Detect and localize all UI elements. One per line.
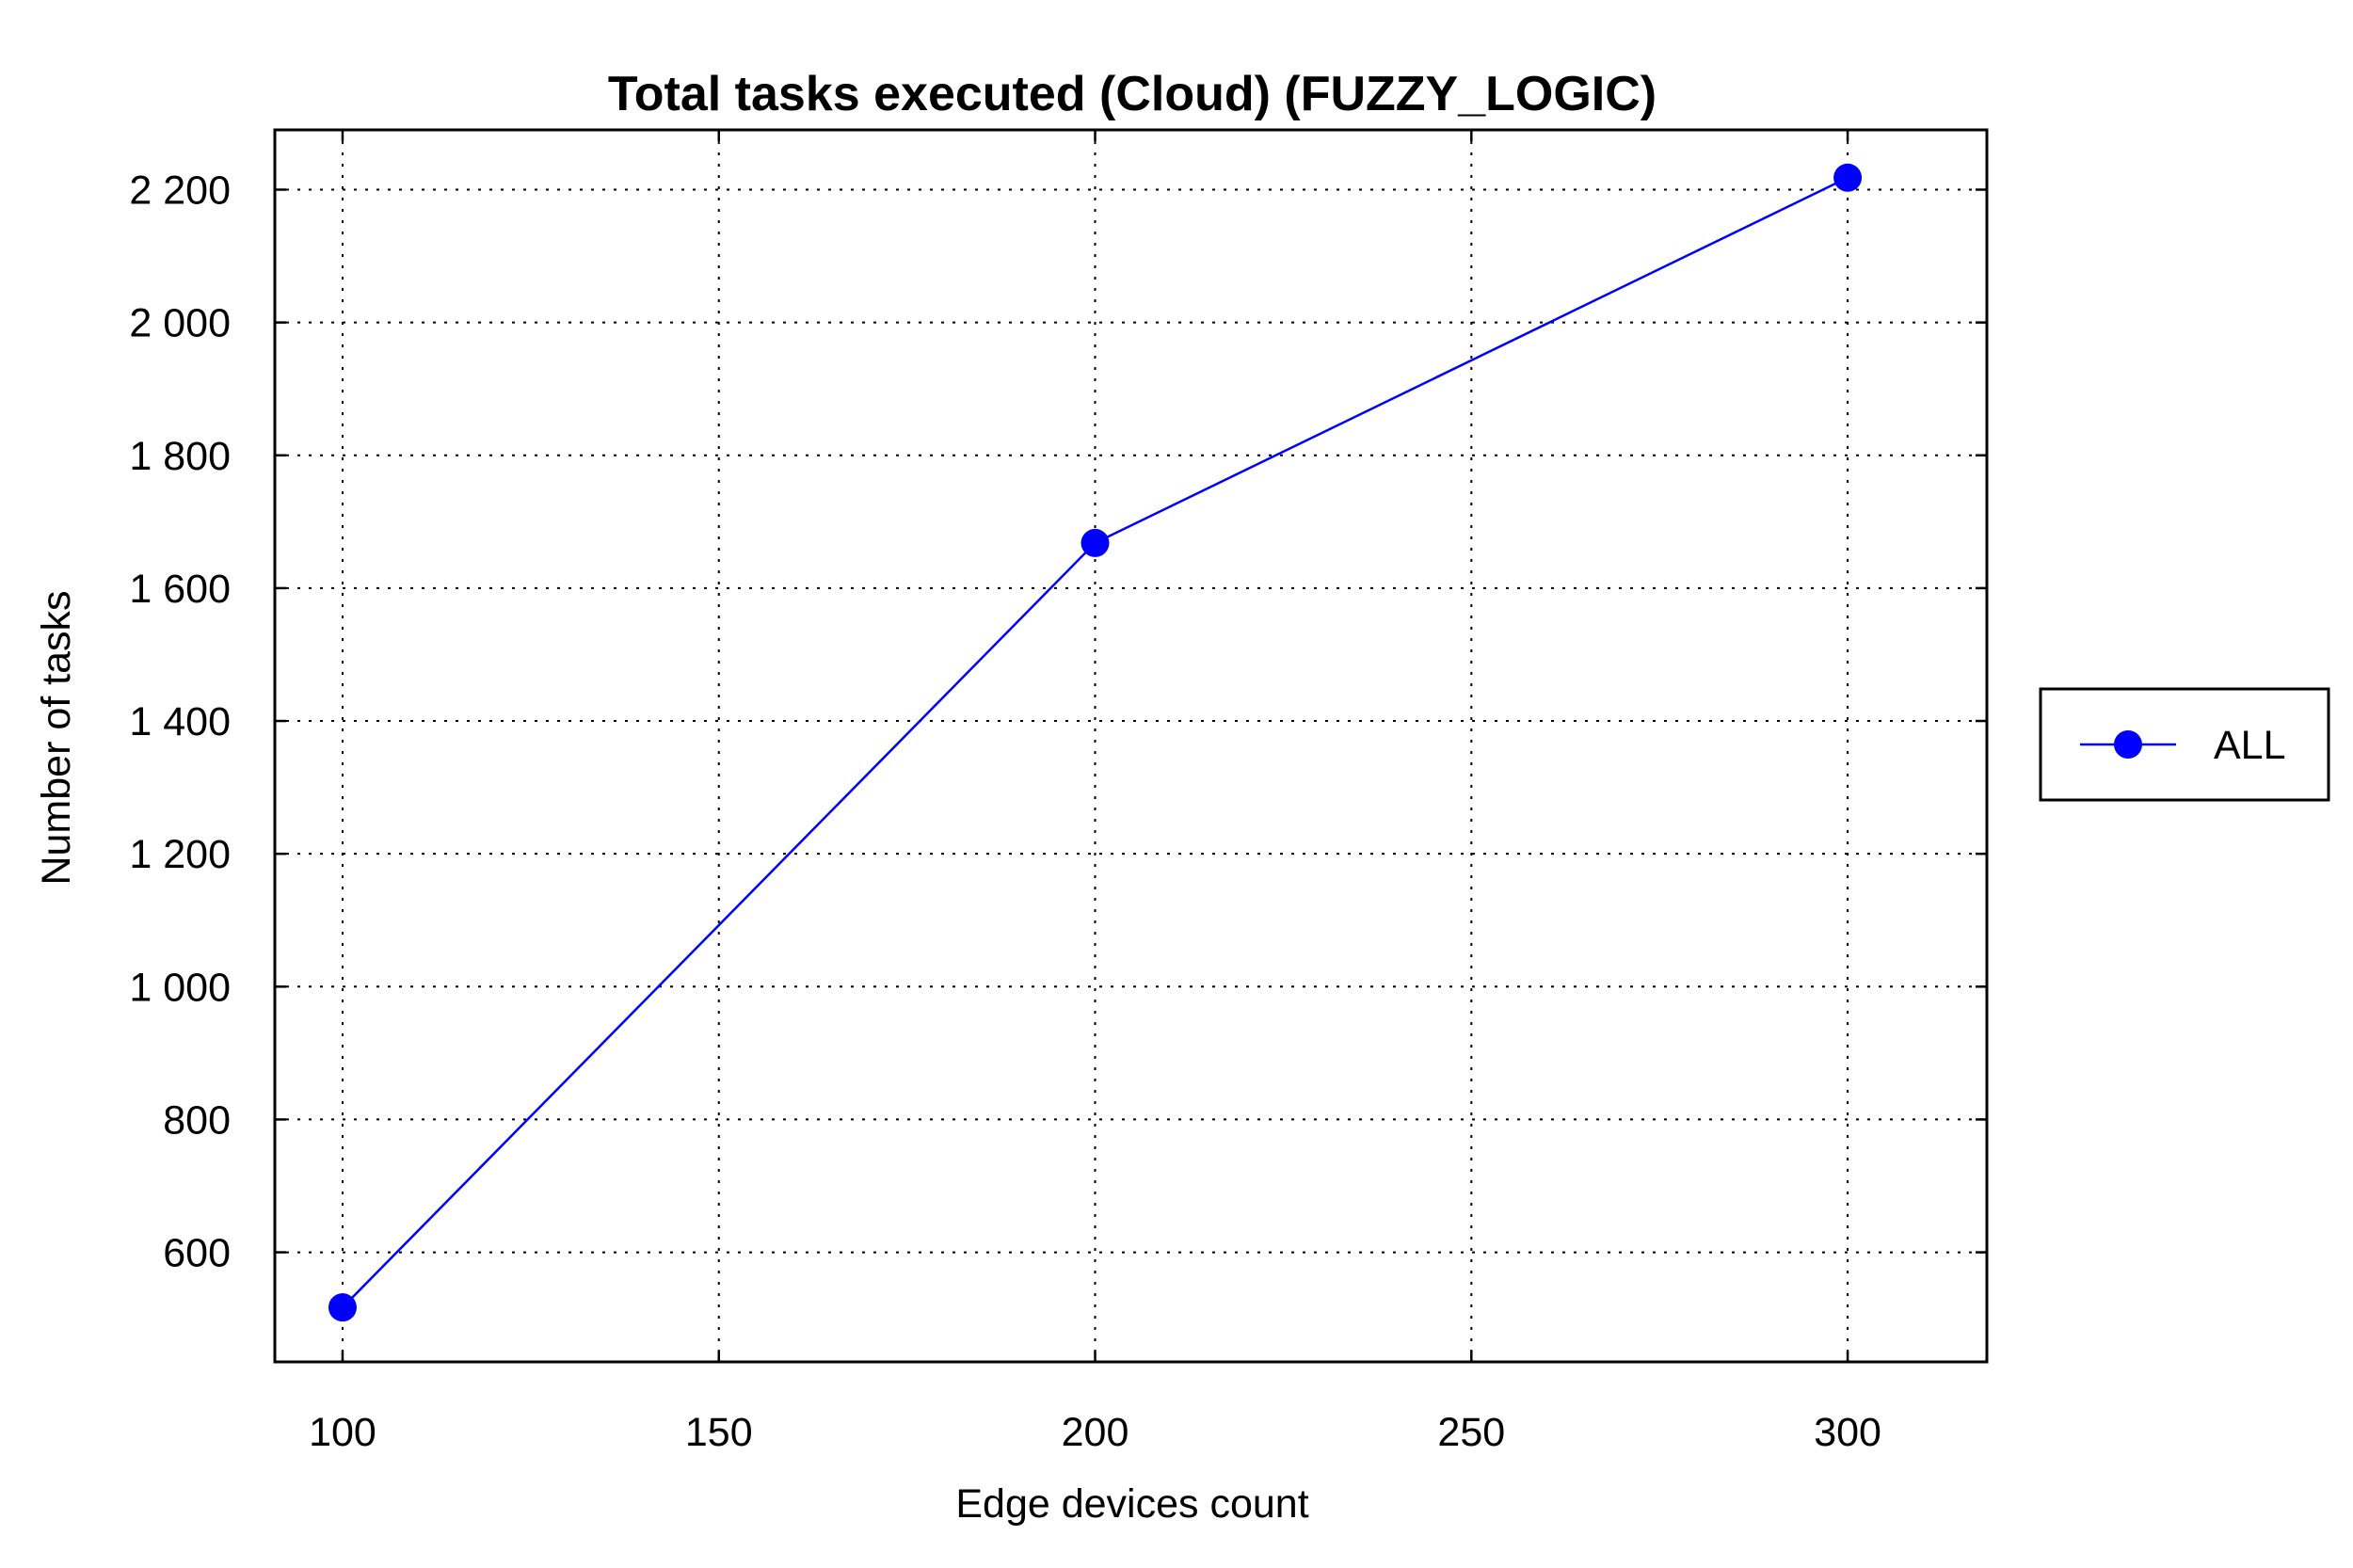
y-axis-label: Number of tasks: [34, 590, 79, 885]
data-point: [1833, 163, 1863, 192]
legend-marker: [2114, 730, 2142, 759]
y-tick-label: 1 400: [129, 699, 231, 744]
y-tick-label: 1 000: [129, 965, 231, 1010]
x-tick-label: 250: [1437, 1410, 1505, 1455]
chart-title: Total tasks executed (Cloud) (FUZZY_LOGI…: [608, 67, 1657, 121]
plot-area-frame: [273, 128, 1989, 1364]
y-tick-label: 2 000: [129, 301, 231, 346]
y-tick-label: 1 800: [129, 434, 231, 479]
x-tick-label: 100: [309, 1410, 376, 1455]
x-tick-label: 200: [1062, 1410, 1129, 1455]
legend-label: ALL: [2214, 723, 2286, 768]
grid: [275, 130, 1987, 1362]
data-point: [1080, 528, 1110, 557]
y-tick-label: 600: [163, 1231, 231, 1276]
legend: ALL: [2039, 687, 2330, 802]
x-tick-label: 300: [1814, 1410, 1881, 1455]
data-point: [328, 1293, 357, 1322]
x-axis-label: Edge devices count: [955, 1481, 1308, 1527]
x-tick-label: 150: [685, 1410, 753, 1455]
y-tick-label: 800: [163, 1097, 231, 1143]
series-layer: [328, 163, 1863, 1322]
y-tick-label: 1 600: [129, 567, 231, 612]
y-tick-label: 1 200: [129, 832, 231, 877]
y-tick-label: 2 200: [129, 168, 231, 214]
axis-ticks: 100 150 200 250 300 600 800 1 000 1 200 1 400 1 60…: [129, 130, 1987, 1455]
